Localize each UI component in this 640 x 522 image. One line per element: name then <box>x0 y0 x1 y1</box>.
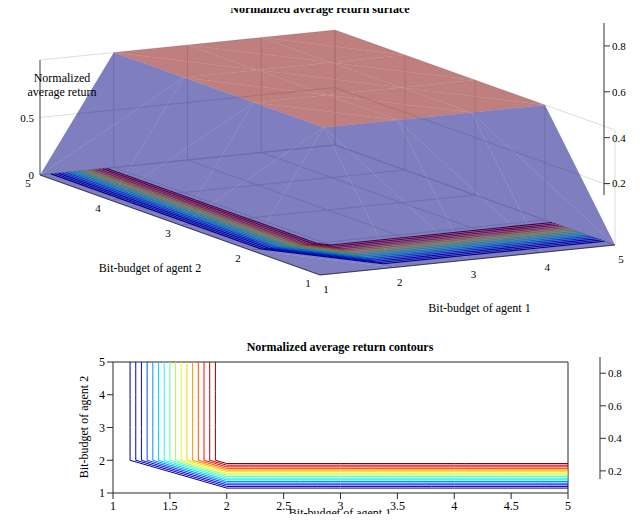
svg-text:1: 1 <box>305 277 311 289</box>
svg-text:0.2: 0.2 <box>608 465 622 477</box>
svg-text:2: 2 <box>99 454 105 468</box>
svg-text:5: 5 <box>565 499 571 513</box>
svg-text:1: 1 <box>323 283 329 295</box>
svg-text:3: 3 <box>99 421 105 435</box>
svg-text:4.5: 4.5 <box>504 499 519 513</box>
svg-text:3: 3 <box>471 268 477 280</box>
svg-text:0.2: 0.2 <box>612 177 626 189</box>
svg-text:0.8: 0.8 <box>608 367 622 379</box>
svg-text:4: 4 <box>95 202 101 214</box>
svg-text:2.5: 2.5 <box>276 499 291 513</box>
svg-text:0.6: 0.6 <box>608 400 622 412</box>
svg-text:Bit-budget of agent 2: Bit-budget of agent 2 <box>77 376 91 478</box>
svg-text:2: 2 <box>224 499 230 513</box>
svg-text:Normalized: Normalized <box>34 71 91 85</box>
svg-text:1: 1 <box>110 499 116 513</box>
svg-text:0: 0 <box>29 169 35 181</box>
svg-text:0.4: 0.4 <box>612 132 626 144</box>
svg-text:0.6: 0.6 <box>612 86 626 98</box>
svg-text:Bit-budget of agent 2: Bit-budget of agent 2 <box>99 261 201 275</box>
svg-text:0.5: 0.5 <box>20 112 34 124</box>
svg-text:3: 3 <box>165 227 171 239</box>
svg-text:4: 4 <box>451 499 457 513</box>
svg-text:3: 3 <box>338 499 344 513</box>
svg-text:Bit-budget of agent 1: Bit-budget of agent 1 <box>289 506 391 514</box>
svg-text:2: 2 <box>397 276 403 288</box>
svg-text:5: 5 <box>618 253 624 265</box>
svg-text:2: 2 <box>235 252 241 264</box>
svg-text:1.5: 1.5 <box>162 499 177 513</box>
svg-text:5: 5 <box>99 355 105 369</box>
svg-text:0.8: 0.8 <box>612 40 626 52</box>
svg-text:4: 4 <box>99 388 105 402</box>
svg-text:5: 5 <box>25 177 31 189</box>
svg-text:average return: average return <box>28 85 97 99</box>
svg-text:Normalized average return cont: Normalized average return contours <box>247 340 434 354</box>
svg-text:1: 1 <box>99 486 105 500</box>
svg-text:4: 4 <box>545 261 551 273</box>
svg-text:Bit-budget of agent 1: Bit-budget of agent 1 <box>428 301 530 315</box>
svg-text:Normalized average return surf: Normalized average return surface <box>230 8 410 16</box>
svg-text:3.5: 3.5 <box>390 499 405 513</box>
svg-text:0.4: 0.4 <box>608 432 622 444</box>
